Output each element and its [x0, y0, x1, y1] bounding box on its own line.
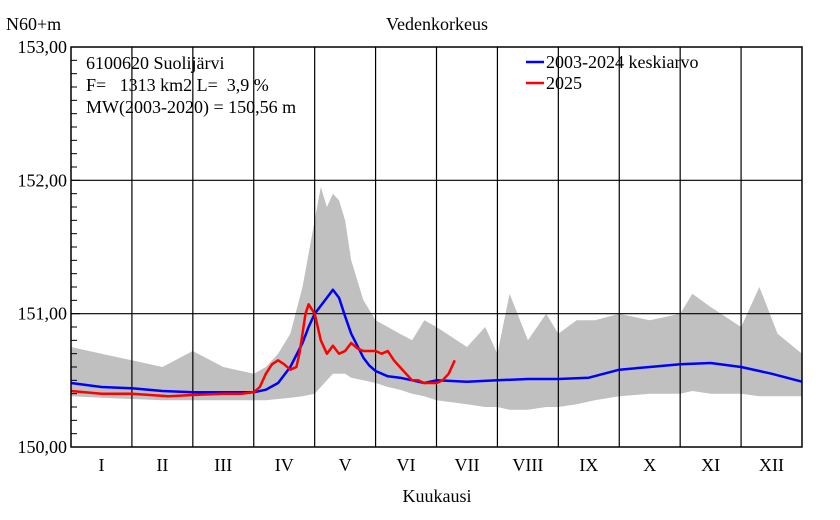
month-label: X [643, 455, 656, 475]
series-lines [70, 288, 803, 398]
y-axis-label: N60+m [6, 14, 61, 34]
month-label: XII [759, 455, 784, 475]
month-label: VI [397, 455, 416, 475]
y-axis-ticks: 150,00 151,00 152,00 153,00 [18, 37, 80, 457]
month-label: V [339, 455, 352, 475]
month-label: XI [701, 455, 720, 475]
legend-label-mean: 2003-2024 keskiarvo [546, 52, 698, 72]
y-tick-label: 151,00 [18, 304, 68, 324]
series-line [70, 303, 456, 398]
y-tick-label: 153,00 [18, 37, 68, 57]
series-line [70, 288, 803, 394]
area-annotation: F= 1313 km2 L= 3,9 % [86, 75, 269, 95]
station-annotation: 6100620 Suolijärvi [86, 53, 225, 73]
month-label: IX [579, 455, 598, 475]
legend: 2003-2024 keskiarvo 2025 [526, 52, 698, 93]
grid [71, 47, 802, 447]
month-label: VII [454, 455, 479, 475]
y-tick-label: 150,00 [18, 437, 68, 457]
month-label: II [156, 455, 168, 475]
legend-label-2025: 2025 [546, 73, 582, 93]
mw-annotation: MW(2003-2020) = 150,56 m [86, 97, 296, 118]
month-label: III [214, 455, 232, 475]
month-label: I [98, 455, 104, 475]
month-label: VIII [512, 455, 543, 475]
chart-title: Vedenkorkeus [386, 14, 488, 34]
x-axis-months: I II III IV V VI VII VIII IX X XI XII [98, 455, 784, 475]
y-tick-label: 152,00 [18, 170, 68, 190]
x-axis-label: Kuukausi [403, 486, 472, 506]
month-label: IV [275, 455, 294, 475]
